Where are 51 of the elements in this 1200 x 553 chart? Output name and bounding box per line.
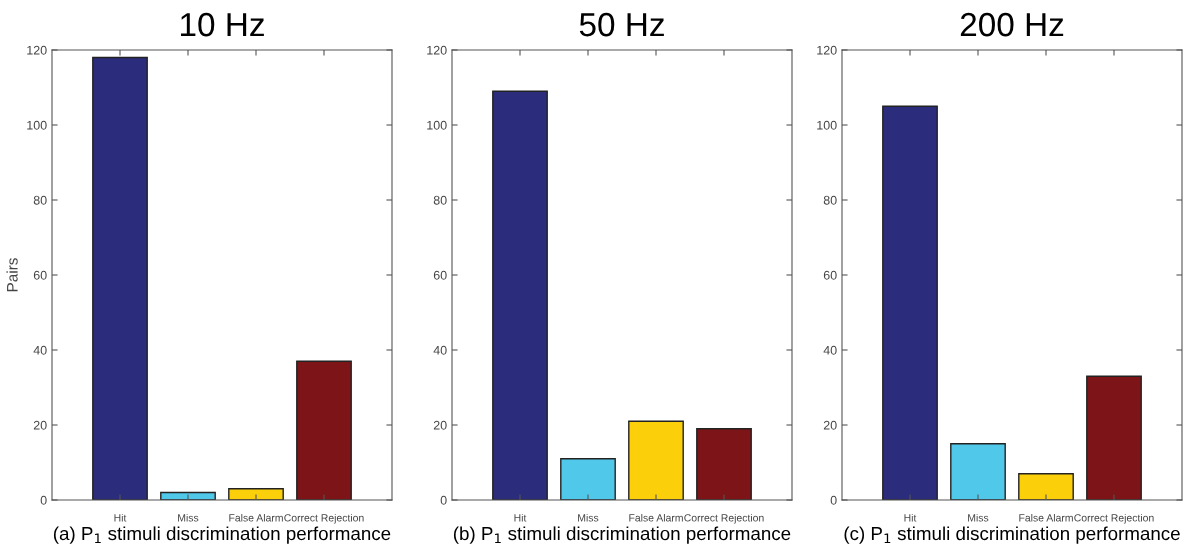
x-tick-label: False Alarm [229,513,283,522]
x-tick-label: Hit [904,513,917,522]
y-tick-label: 100 [27,120,47,130]
y-tick-label: 120 [27,45,47,55]
y-tick-label: 20 [823,420,837,430]
y-tick-label: 120 [817,45,837,55]
x-tick-label: Correct Rejection [284,513,364,524]
x-tick-label: Miss [578,513,599,522]
chart-title: 50 Hz [579,12,664,37]
y-tick-label: 0 [40,495,47,505]
bar [1086,375,1142,500]
y-tick-label: 40 [823,345,837,355]
y-tick-label: 80 [433,195,447,205]
x-tick-label: Hit [514,513,527,522]
y-tick-label: 40 [433,345,447,355]
y-tick-label: 0 [830,495,837,505]
bar [628,420,684,500]
bar [696,428,752,500]
x-tick-label: Correct Rejection [1074,513,1154,524]
x-tick-label: Miss [968,513,989,522]
x-axis-title: (a) P$_{1}$ stimuli discrimination performance [53,526,391,544]
y-tick-label: 120 [427,45,447,55]
x-tick-label: Miss [178,513,199,522]
bar [296,360,352,500]
chart-title: 10 Hz [181,12,264,37]
y-tick-label: 0 [440,495,447,505]
bar [228,488,284,500]
y-tick-label: 100 [427,120,447,130]
y-tick-label: 40 [33,345,47,355]
y-axis-title: Pairs [6,258,18,292]
x-tick-label: Correct Rejection [684,513,764,524]
y-tick-label: 20 [433,420,447,430]
y-tick-label: 60 [433,270,447,280]
bar [492,90,548,500]
x-tick-label: False Alarm [629,513,683,522]
y-tick-label: 60 [823,270,837,280]
bar [92,56,148,500]
x-axis-title: (c) P$_{1}$ stimuli discrimination performance [844,526,1180,544]
bar [560,458,616,500]
x-axis-title: (b) P$_{1}$ stimuli discrimination performance [453,526,791,544]
y-tick-label: 20 [33,420,47,430]
y-tick-label: 100 [817,120,837,130]
y-tick-label: 60 [33,270,47,280]
bar [882,105,938,500]
y-tick-label: 80 [33,195,47,205]
bar [950,443,1006,500]
x-tick-label: Hit [114,513,127,522]
y-tick-label: 80 [823,195,837,205]
chart-title: 200 Hz [960,12,1064,37]
bar [1018,473,1074,500]
x-tick-label: False Alarm [1019,513,1073,522]
